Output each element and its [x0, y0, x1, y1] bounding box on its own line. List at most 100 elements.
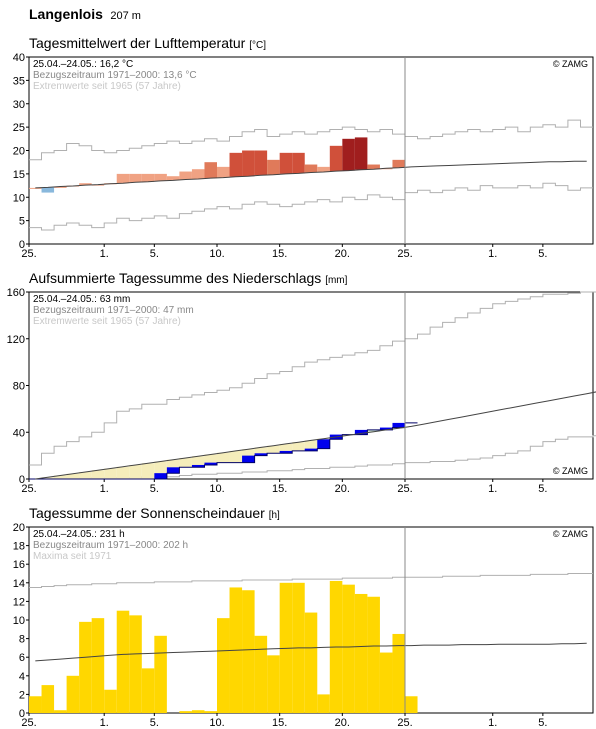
- y-tick-label: 40: [13, 52, 25, 64]
- sunshine-bar: [304, 612, 318, 713]
- precip-increment-bar: [191, 464, 205, 468]
- precip-deviation-area: [267, 445, 280, 454]
- sunshine-bar: [41, 685, 55, 713]
- precip-deviation-area: [217, 452, 230, 463]
- sunshine-bar: [354, 593, 368, 713]
- sunshine-bar: [405, 696, 418, 713]
- info-line-1: 25.04.–24.05.: 63 mm: [33, 294, 130, 305]
- precipitation-title-text: Aufsummierte Tagessumme des Niederschlag…: [29, 270, 322, 286]
- sunshine-bar: [242, 590, 255, 713]
- copyright-label: © ZAMG: [553, 529, 588, 539]
- precip-deviation-area: [304, 440, 318, 451]
- x-tick-label: 20.: [335, 248, 350, 260]
- temperature-unit: [°C]: [249, 40, 266, 51]
- station-header: Langenlois 207 m: [29, 6, 141, 24]
- y-tick-label: 30: [13, 99, 25, 111]
- precip-increment-bar: [242, 455, 255, 463]
- sunshine-chart: 0 2 4 6 8 10 12 14 16 18 20 25. 1. 5. 10. 15. 20. 25. 1. 5.…: [13, 522, 594, 729]
- temperature-bar: [292, 152, 305, 174]
- precip-increment-bar: [279, 450, 293, 454]
- normal-line: [35, 391, 596, 480]
- y-tick-label: 0: [19, 708, 25, 720]
- x-tick-label: 1.: [100, 483, 109, 495]
- sunshine-bar: [91, 618, 105, 713]
- temperature-bar: [29, 187, 42, 189]
- sunshine-bar: [66, 675, 80, 713]
- max-envelope-line: [29, 573, 593, 588]
- precip-deviation-area: [91, 470, 105, 479]
- x-tick-label: 5.: [538, 483, 547, 495]
- precip-increment-bar: [379, 427, 393, 430]
- temperature-bar: [129, 173, 142, 183]
- precip-deviation-area: [179, 457, 192, 468]
- x-tick-label: 1.: [488, 248, 497, 260]
- sunshine-chart-title: Tagessumme der Sonnenscheindauer [h]: [29, 505, 280, 521]
- info-line-3: Extremwerte seit 1965 (57 Jahre): [33, 81, 181, 92]
- y-tick-label: 16: [13, 559, 25, 571]
- temperature-bar: [329, 145, 343, 172]
- sunshine-title-text: Tagessumme der Sonnenscheindauer: [29, 505, 265, 521]
- precip-deviation-area: [279, 443, 293, 454]
- x-tick-label: 20.: [335, 717, 350, 729]
- precip-increment-bar: [392, 422, 405, 428]
- y-tick-label: 8: [19, 634, 25, 646]
- y-tick-label: 160: [7, 287, 25, 299]
- temperature-bar: [191, 169, 205, 180]
- info-line-3: Maxima seit 1971: [33, 551, 112, 562]
- y-tick-label: 10: [13, 192, 25, 204]
- sunshine-bar: [317, 694, 330, 713]
- sunshine-bar: [79, 621, 92, 713]
- precip-deviation-area: [79, 471, 92, 479]
- station-elevation: 207 m: [110, 10, 141, 22]
- info-line-2: Bezugszeitraum 1971–2000: 47 mm: [33, 305, 194, 316]
- x-tick-label: 10.: [209, 483, 224, 495]
- y-tick-label: 14: [13, 578, 25, 590]
- temperature-bar: [229, 152, 243, 177]
- temperature-bar: [179, 171, 192, 180]
- temperature-bar: [342, 138, 355, 171]
- precip-deviation-area: [116, 466, 130, 479]
- normal-line: [35, 160, 587, 189]
- normal-line: [35, 642, 587, 662]
- temperature-chart: 0 5 10 15 20 25 30 35 40 25. 1. 5. 10. 15. 20. 25. 1. 5. 2…: [13, 52, 594, 260]
- precip-increment-bar: [354, 429, 368, 435]
- y-tick-label: 20: [13, 146, 25, 158]
- sunshine-bar: [342, 584, 355, 713]
- x-tick-label: 25.: [397, 717, 412, 729]
- precip-deviation-area: [129, 464, 142, 479]
- temperature-bar: [354, 137, 368, 170]
- sunshine-bar: [29, 696, 42, 713]
- info-line-2: Bezugszeitraum 1971–2000: 13,6 °C: [33, 70, 197, 81]
- y-tick-label: 0: [19, 474, 25, 486]
- sunshine-bar: [367, 596, 380, 713]
- sunshine-bar: [104, 689, 117, 713]
- x-tick-label: 25.: [21, 248, 36, 260]
- y-tick-label: 5: [19, 216, 25, 228]
- temperature-bar: [254, 150, 268, 176]
- precip-increment-bar: [166, 467, 180, 474]
- y-tick-label: 6: [19, 652, 25, 664]
- station-name: Langenlois: [29, 6, 103, 22]
- temperature-bar: [91, 184, 105, 186]
- x-tick-label: 5.: [538, 248, 547, 260]
- precip-deviation-area: [141, 463, 155, 479]
- x-tick-label: 15.: [272, 483, 287, 495]
- precip-deviation-area: [292, 442, 305, 451]
- temperature-bar: [116, 173, 130, 184]
- precip-deviation-area: [54, 475, 67, 479]
- precip-increment-bar: [254, 453, 268, 456]
- temperature-bar: [267, 159, 280, 175]
- y-tick-label: 2: [19, 689, 25, 701]
- info-line-3: Extremwerte seit 1965 (57 Jahre): [33, 316, 181, 327]
- x-tick-label: 20.: [335, 483, 350, 495]
- precip-increment-bar: [204, 462, 217, 465]
- observed-cumulative-line: [29, 422, 418, 480]
- precip-increment-bar: [154, 473, 167, 479]
- sunshine-bar: [141, 668, 155, 713]
- sunshine-bar: [129, 615, 142, 713]
- temperature-bar: [141, 173, 155, 182]
- temperature-bar: [217, 166, 230, 178]
- precip-deviation-area: [229, 450, 243, 463]
- x-tick-label: 15.: [272, 717, 287, 729]
- sunshine-bar: [392, 633, 405, 713]
